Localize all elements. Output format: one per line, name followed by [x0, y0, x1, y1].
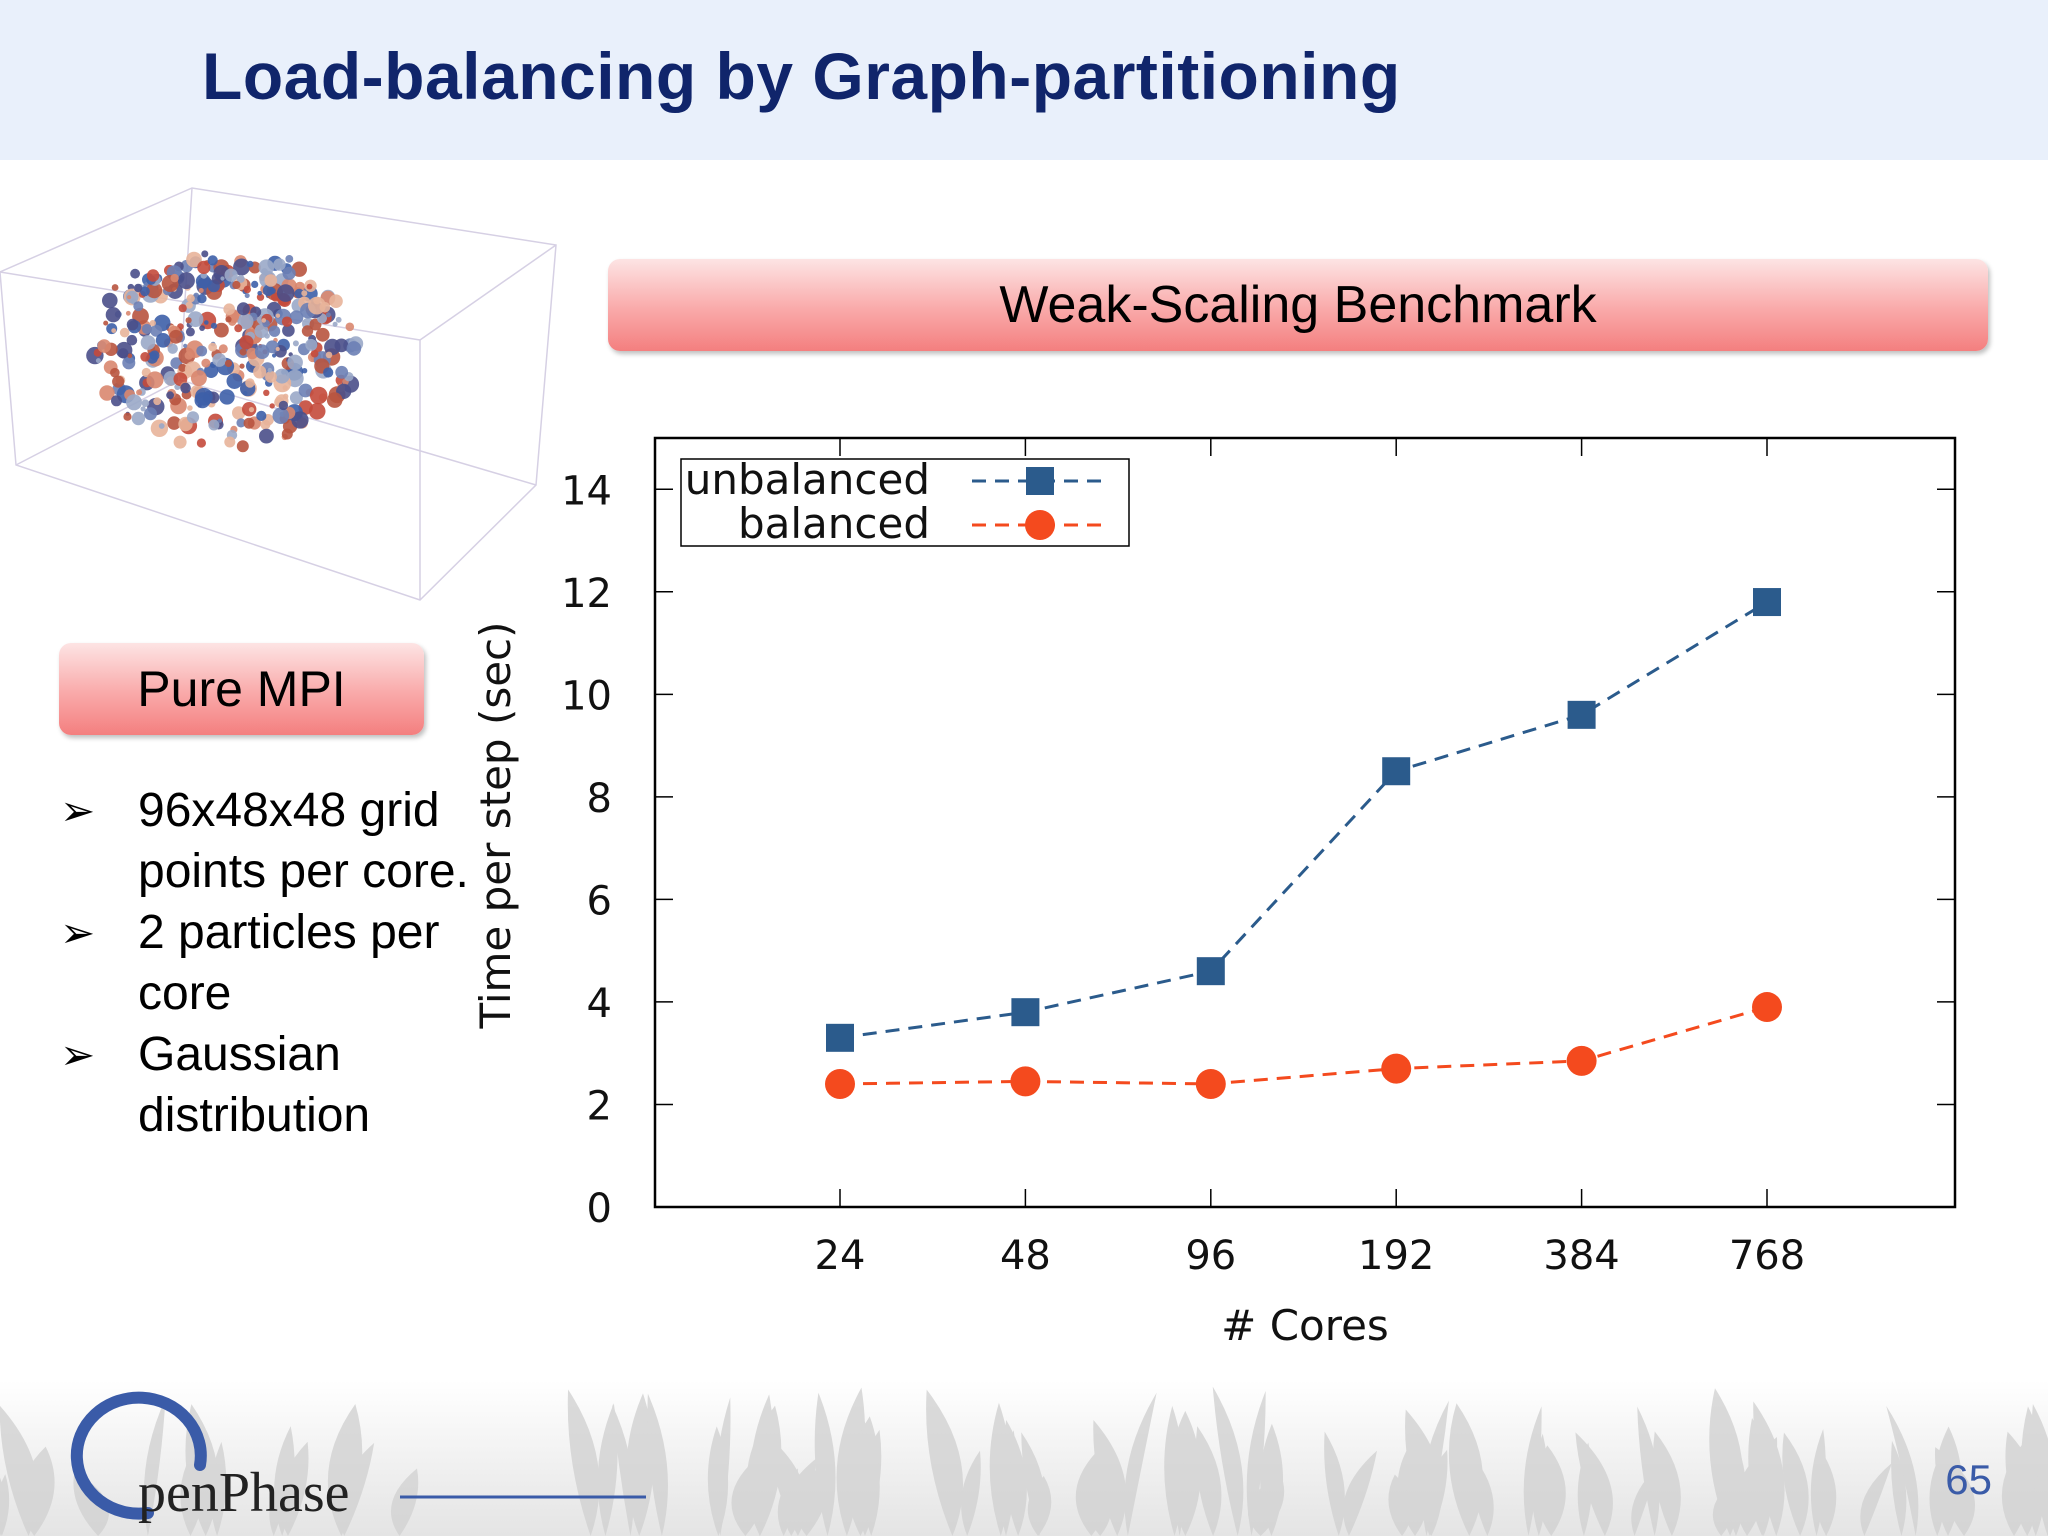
legend-label: balanced [738, 499, 930, 548]
data-point-unbalanced [1196, 957, 1225, 986]
logo-text: penPhase [138, 1462, 350, 1524]
x-tick-label: 384 [1543, 1233, 1619, 1279]
benchmark-banner: Weak-Scaling Benchmark [608, 259, 1988, 351]
header-bar: Load-balancing by Graph-partitioning [0, 0, 2048, 160]
x-tick-label: 192 [1358, 1233, 1434, 1279]
data-point-balanced [1752, 992, 1782, 1023]
data-point-unbalanced [826, 1023, 854, 1052]
y-tick-label: 4 [587, 981, 612, 1027]
series-line-balanced [839, 1005, 1768, 1086]
y-tick-label: 14 [561, 468, 612, 514]
arrow-bullet-icon: ➢ [60, 1031, 96, 1078]
data-point-unbalanced [1011, 998, 1040, 1027]
plot-frame [653, 436, 1957, 1209]
particle-cloud [86, 250, 364, 453]
x-tick-label: 48 [1000, 1233, 1051, 1279]
legend-box [680, 458, 1130, 547]
legend-marker [1025, 510, 1055, 540]
data-point-unbalanced [1753, 588, 1781, 617]
page-number: 65 [1945, 1456, 1992, 1503]
slide-title: Load-balancing by Graph-partitioning [202, 39, 1401, 113]
x-axis-label: # Cores [1221, 1301, 1389, 1350]
y-tick-label: 0 [587, 1186, 612, 1232]
y-tick-label: 2 [587, 1083, 612, 1129]
data-point-balanced [1566, 1045, 1597, 1076]
arrow-bullet-icon: ➢ [60, 787, 96, 834]
data-point-unbalanced [1567, 700, 1596, 729]
legend-marker [1026, 467, 1054, 495]
method-banner: Pure MPI [59, 643, 424, 735]
bullet-item: ➢ 2 particles per core [60, 902, 480, 1024]
data-point-balanced [1381, 1053, 1412, 1084]
y-tick-label: 10 [561, 673, 612, 719]
x-tick-label: 768 [1729, 1233, 1805, 1279]
data-point-balanced [825, 1068, 855, 1099]
x-tick-label: 96 [1185, 1233, 1236, 1279]
data-point-balanced [1195, 1068, 1226, 1099]
series-line-unbalanced [839, 600, 1768, 1040]
bullet-item: ➢ Gaussian distribution [60, 1024, 480, 1146]
openphase-logo: penPhase [70, 1391, 646, 1524]
legend-label: unbalanced [685, 455, 930, 504]
y-axis-label: Time per step (sec) [471, 621, 520, 1029]
y-tick-label: 8 [587, 776, 612, 822]
particle-simulation-illustration [0, 187, 557, 601]
bullet-list: ➢ 96x48x48 grid points per core. ➢ 2 parti… [60, 780, 480, 1146]
data-point-balanced [1010, 1066, 1041, 1097]
arrow-bullet-icon: ➢ [60, 909, 96, 956]
y-tick-label: 6 [587, 878, 612, 924]
bullet-text: 2 particles per core [138, 906, 440, 1020]
bullet-item: ➢ 96x48x48 grid points per core. [60, 780, 480, 902]
y-tick-label: 12 [561, 571, 612, 617]
bullet-text: Gaussian distribution [138, 1028, 371, 1142]
data-point-unbalanced [1382, 757, 1411, 786]
bullet-text: 96x48x48 grid points per core. [138, 784, 469, 898]
x-tick-label: 24 [815, 1233, 866, 1279]
